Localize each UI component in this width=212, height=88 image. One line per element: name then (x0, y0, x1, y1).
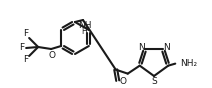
Text: N: N (163, 43, 170, 52)
Text: F: F (20, 43, 25, 53)
Text: F: F (24, 56, 29, 65)
Text: H: H (81, 26, 87, 35)
Text: O: O (119, 77, 126, 86)
Text: S: S (151, 76, 157, 86)
Text: F: F (24, 29, 29, 39)
Text: NH₂: NH₂ (180, 59, 197, 68)
Text: N: N (138, 43, 145, 52)
Text: NH: NH (78, 21, 92, 31)
Text: O: O (49, 51, 56, 59)
